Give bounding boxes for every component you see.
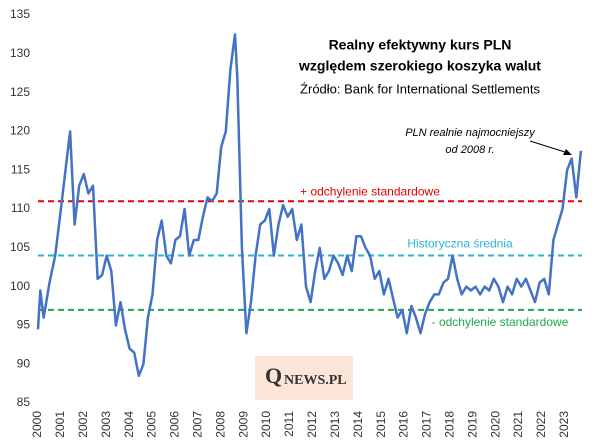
annotation-arrow — [529, 140, 569, 154]
x-tick-label: 2011 — [282, 411, 296, 437]
x-tick-label: 2004 — [122, 411, 136, 438]
y-tick-label: 120 — [10, 124, 30, 138]
y-tick-label: 105 — [10, 240, 30, 254]
x-tick-label: 2013 — [328, 411, 342, 438]
x-tick-label: 2017 — [420, 411, 434, 438]
x-tick-label: 2005 — [145, 411, 159, 438]
x-tick-label: 2019 — [465, 411, 479, 438]
x-tick-label: 2008 — [213, 411, 227, 438]
chart-subtitle: Źródło: Bank for International Settlemen… — [300, 81, 540, 96]
x-tick-label: 2016 — [397, 411, 411, 438]
x-tick-label: 2018 — [442, 411, 456, 438]
series-line — [36, 33, 583, 378]
y-tick-label: 135 — [10, 7, 30, 21]
y-tick-label: 125 — [10, 85, 30, 99]
x-tick-label: 2003 — [99, 411, 113, 438]
y-tick-label: 95 — [17, 318, 31, 332]
reference-label: + odchylenie standardowe — [300, 184, 440, 198]
annotation: od 2008 r. — [445, 144, 494, 156]
x-tick-label: 2006 — [168, 411, 182, 438]
x-tick-label: 2023 — [557, 411, 571, 438]
y-tick-label: 90 — [17, 356, 31, 370]
y-tick-label: 100 — [10, 279, 30, 293]
reference-label: Historyczna średnia — [407, 237, 513, 251]
x-tick-label: 2007 — [191, 411, 205, 438]
x-tick-label: 2001 — [53, 411, 67, 438]
x-tick-label: 2009 — [236, 411, 250, 438]
x-tick-label: 2014 — [351, 411, 365, 438]
x-tick-label: 2002 — [76, 411, 90, 438]
x-tick-label: 2012 — [305, 411, 319, 438]
y-tick-label: 110 — [11, 201, 30, 215]
y-tick-label: 85 — [17, 395, 31, 409]
x-tick-label: 2020 — [488, 411, 502, 438]
logo-text: NEWS.PL — [284, 373, 347, 388]
x-tick-label: 2022 — [534, 411, 548, 438]
x-tick-label: 2021 — [511, 411, 525, 438]
chart-title: Realny efektywny kurs PLN — [329, 37, 512, 53]
x-tick-label: 2015 — [374, 411, 388, 438]
logo-initial: Q — [265, 363, 282, 388]
x-tick-label: 2010 — [259, 411, 273, 438]
chart-title: względem szerokiego koszyka walut — [298, 58, 541, 74]
annotation: PLN realnie najmocniejszy — [405, 127, 536, 139]
reference-label: - odchylenie standardowe — [432, 315, 569, 329]
x-tick-label: 2000 — [30, 411, 44, 438]
annotation-arrowhead — [563, 149, 572, 155]
logo-box — [255, 356, 353, 400]
y-tick-label: 130 — [10, 46, 30, 60]
y-tick-label: 115 — [11, 162, 30, 176]
